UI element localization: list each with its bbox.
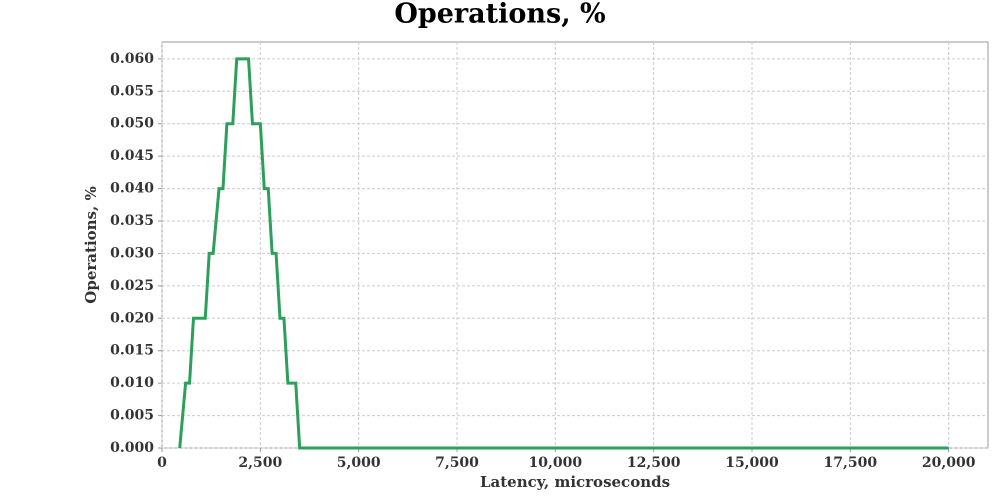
x-tick-label: 5,000 bbox=[337, 455, 381, 471]
y-tick-label: 0.060 bbox=[110, 51, 154, 67]
x-tick-label: 12,500 bbox=[627, 455, 681, 471]
y-tick-label: 0.045 bbox=[110, 148, 154, 164]
y-tick-label: 0.055 bbox=[110, 83, 154, 99]
y-tick-label: 0.005 bbox=[110, 408, 154, 424]
x-tick-label: 17,500 bbox=[824, 455, 878, 471]
x-tick-label: 0 bbox=[157, 455, 167, 471]
y-tick-label: 0.030 bbox=[110, 245, 154, 261]
y-tick-label: 0.025 bbox=[110, 278, 154, 294]
y-tick-label: 0.015 bbox=[110, 343, 154, 359]
y-tick-label: 0.040 bbox=[110, 181, 154, 197]
y-tick-label: 0.035 bbox=[110, 213, 154, 229]
data-line bbox=[178, 57, 949, 450]
y-tick-label: 0.050 bbox=[110, 116, 154, 132]
x-tick-label: 20,000 bbox=[922, 455, 976, 471]
chart-title: Operations, % bbox=[394, 0, 605, 30]
x-tick-label: 15,000 bbox=[725, 455, 779, 471]
x-tick-label: 7,500 bbox=[435, 455, 479, 471]
plot-frame bbox=[161, 41, 989, 449]
x-tick-label: 10,000 bbox=[529, 455, 583, 471]
y-tick-label: 0.020 bbox=[110, 310, 154, 326]
y-tick-label: 0.000 bbox=[110, 440, 154, 456]
x-tick-label: 2,500 bbox=[238, 455, 282, 471]
y-tick-label: 0.010 bbox=[110, 375, 154, 391]
x-axis-label: Latency, microseconds bbox=[480, 473, 670, 491]
y-axis-label: Operations, % bbox=[82, 186, 100, 303]
